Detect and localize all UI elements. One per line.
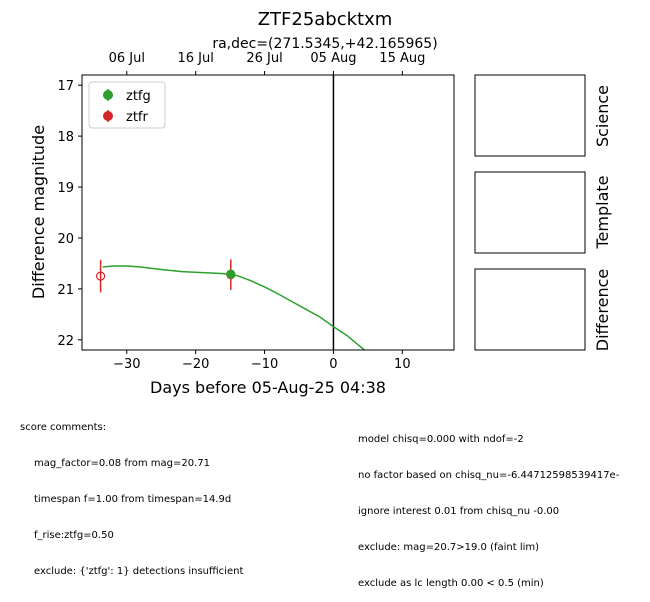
score-comments-header: score comments: bbox=[20, 422, 107, 433]
science-label: Science bbox=[593, 85, 612, 147]
top-tick-label: 06 Jul bbox=[109, 51, 145, 66]
axes-frame bbox=[81, 74, 455, 351]
science-panel bbox=[474, 74, 586, 157]
data-point-ztfg bbox=[226, 269, 236, 279]
chart-title: ZTF25abcktxm bbox=[258, 9, 393, 30]
comment-line: exclude as lc length 0.00 < 0.5 (min) bbox=[358, 578, 544, 589]
y-tick-label: 19 bbox=[57, 181, 74, 196]
plot-area: −30 −20 −10 0 10 17 18 19 20 21 22 06 Jul 16 Jul 26 J… bbox=[57, 51, 455, 372]
y-tick-label: 22 bbox=[57, 334, 74, 349]
comment-line: exclude: mag=20.7>19.0 (faint lim) bbox=[358, 542, 540, 553]
template-label: Template bbox=[593, 175, 612, 249]
y-tick-label: 20 bbox=[57, 232, 74, 247]
comment-line: ignore interest 0.01 from chisq_nu -0.00 bbox=[358, 506, 560, 517]
legend-label-ztfr: ztfr bbox=[126, 110, 148, 125]
top-tick-label: 16 Jul bbox=[177, 51, 213, 66]
legend-label-ztfg: ztfg bbox=[126, 89, 151, 104]
x-tick-label: −20 bbox=[182, 357, 209, 372]
x-tick-label: −10 bbox=[251, 357, 278, 372]
difference-panel bbox=[474, 268, 586, 351]
y-tick-label: 21 bbox=[57, 283, 74, 298]
top-tick-label: 05 Aug bbox=[310, 51, 356, 66]
comment-line: model chisq=0.000 with ndof=-2 bbox=[358, 434, 524, 445]
top-tick-label: 26 Jul bbox=[246, 51, 282, 66]
y-tick-label: 17 bbox=[57, 79, 74, 94]
legend-marker-ztfr bbox=[103, 111, 113, 121]
y-tick-label: 18 bbox=[57, 130, 74, 145]
model-curve-ztfg bbox=[102, 265, 365, 350]
comment-line: no factor based on chisq_nu=-6.447125985… bbox=[358, 470, 620, 481]
template-panel bbox=[474, 171, 586, 254]
comment-line: mag_factor=0.08 from mag=20.71 bbox=[34, 458, 211, 469]
data-point-ztfr bbox=[95, 271, 106, 281]
data-layer bbox=[95, 75, 365, 350]
legend-marker-ztfg bbox=[103, 90, 113, 100]
chart-subtitle: ra,dec=(271.5345,+42.165965) bbox=[212, 36, 437, 52]
x-tick-label: −30 bbox=[113, 357, 140, 372]
top-tick-label: 15 Aug bbox=[379, 51, 425, 66]
lightcurve-figure: ZTF25abcktxm ra,dec=(271.5345,+42.165965… bbox=[29, 9, 612, 397]
score-comments-right: model chisq=0.000 with ndof=-2 no factor… bbox=[358, 410, 619, 602]
comment-line: f_rise:ztfg=0.50 bbox=[34, 530, 114, 541]
score-comments-left: score comments: mag_factor=0.08 from mag… bbox=[20, 398, 243, 590]
x-tick-label: 0 bbox=[329, 357, 337, 372]
x-tick-label: 10 bbox=[394, 357, 411, 372]
comment-line: timespan f=1.00 from timespan=14.9d bbox=[34, 494, 232, 505]
difference-label: Difference bbox=[593, 269, 612, 351]
x-axis-label: Days before 05-Aug-25 04:38 bbox=[150, 378, 386, 397]
y-axis-label: Difference magnitude bbox=[29, 125, 48, 299]
comment-line: exclude: {'ztfg': 1} detections insuffic… bbox=[34, 566, 244, 577]
